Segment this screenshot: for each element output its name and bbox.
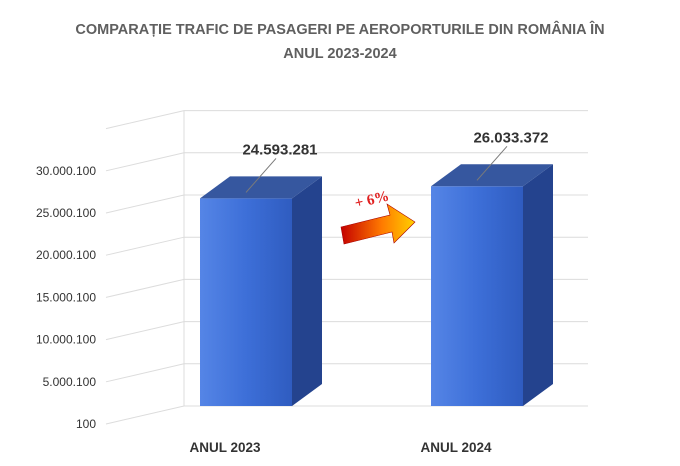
data-label: 26.033.372 (473, 129, 548, 146)
chart-title-line2: ANUL 2023-2024 (283, 46, 397, 62)
chart-title: COMPARAȚIE TRAFIC DE PASAGERI PE AEROPOR… (40, 18, 640, 66)
bar-front (200, 198, 292, 406)
data-label: 24.593.281 (242, 141, 317, 158)
y-tick-label: 25.000.100 (36, 206, 96, 220)
gridline (105, 110, 588, 130)
growth-annotation: + 6% (353, 188, 391, 211)
bar-side (523, 164, 553, 406)
y-tick-label: 20.000.100 (36, 248, 96, 262)
y-tick-label: 10.000.100 (36, 333, 96, 347)
gridline (105, 405, 588, 425)
bar-front (431, 186, 523, 406)
x-category-label: ANUL 2023 (189, 440, 261, 455)
bar-side (292, 176, 322, 406)
growth-arrow: + 6% (340, 188, 416, 245)
x-axis: ANUL 2023 ANUL 2024 (189, 440, 492, 455)
bar-top (431, 164, 553, 187)
bars (200, 164, 553, 406)
x-category-label: ANUL 2024 (420, 440, 492, 455)
data-labels: 24.593.281 26.033.372 (242, 129, 549, 193)
chart-title-line1: COMPARAȚIE TRAFIC DE PASAGERI PE AEROPOR… (75, 22, 605, 38)
leader-line (245, 158, 277, 193)
bar-top (200, 176, 322, 199)
arrow-icon (340, 203, 416, 245)
y-tick-label: 15.000.100 (36, 290, 96, 304)
leader-line (476, 145, 508, 181)
y-tick-label: 100 (76, 417, 96, 431)
y-tick-label: 30.000.100 (36, 164, 96, 178)
y-axis: 100 5.000.100 10.000.100 15.000.100 20.000.1… (36, 164, 96, 431)
y-tick-label: 5.000.100 (43, 375, 97, 389)
